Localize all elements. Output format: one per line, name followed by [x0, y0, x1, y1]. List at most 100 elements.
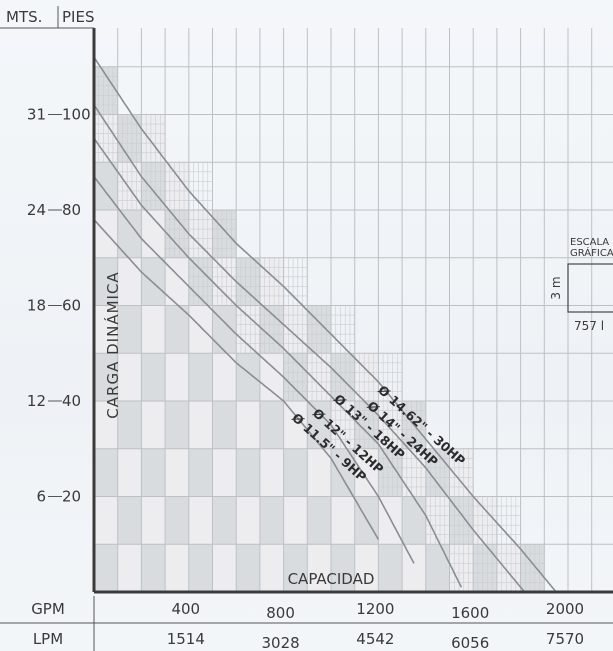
- shaded-cell: [259, 257, 284, 306]
- shaded-cell: [117, 257, 142, 306]
- shaded-cell: [188, 210, 213, 258]
- shaded-cell: [259, 496, 284, 545]
- scale-width-label: 757 l: [574, 319, 604, 333]
- axes: MTS. PIES 6 20 12 40 18 60 24 80 31 100 CARGA DINÁMI…: [6, 8, 584, 651]
- shaded-cell: [331, 353, 355, 401]
- shaded-cell: [236, 305, 260, 354]
- shaded-cell: [165, 210, 189, 258]
- shaded-cell: [496, 544, 521, 592]
- x-unit-label: LPM: [33, 630, 63, 648]
- shaded-cell: [259, 448, 284, 497]
- pump-curve: [94, 104, 526, 592]
- y-tick-meters: 31: [27, 106, 46, 124]
- shaded-cell: [212, 448, 237, 497]
- shaded-cell: [283, 305, 308, 354]
- y-tick-meters: 24: [27, 201, 46, 219]
- shaded-cell: [188, 305, 213, 354]
- y-tick-feet: 100: [62, 106, 91, 124]
- x-tick-label: 800: [266, 604, 295, 622]
- shaded-cell: [283, 401, 308, 449]
- shaded-cell: [141, 448, 166, 497]
- x-axis-title: CAPACIDAD: [288, 570, 375, 588]
- shaded-cell: [212, 496, 237, 545]
- shaded-cell: [236, 496, 260, 545]
- shaded-cell: [212, 210, 237, 258]
- shaded-cell: [117, 162, 142, 210]
- shaded-cell: [259, 544, 284, 592]
- shaded-cell: [94, 496, 118, 545]
- chart-frame: [0, 6, 613, 651]
- x-tick-label: 400: [171, 600, 200, 618]
- shaded-cell: [449, 544, 474, 592]
- shaded-cell: [117, 210, 142, 258]
- x-unit-label: GPM: [31, 600, 65, 618]
- shaded-cell: [117, 305, 142, 354]
- shaded-cell: [236, 401, 260, 449]
- shaded-cell: [520, 544, 545, 592]
- scale-box-title: ESCALA: [570, 237, 609, 248]
- shaded-cell: [94, 353, 118, 401]
- shaded-cell: [141, 162, 166, 210]
- shaded-cell: [188, 544, 213, 592]
- shaded-cell: [283, 544, 308, 592]
- shaded-cell: [307, 544, 331, 592]
- shaded-cell: [212, 257, 237, 306]
- shaded-cell: [236, 448, 260, 497]
- shaded-cell: [283, 448, 308, 497]
- shaded-cell: [307, 496, 331, 545]
- shaded-cell: [378, 401, 403, 449]
- x-tick-label: 7570: [546, 630, 584, 648]
- shaded-cell: [188, 496, 213, 545]
- shaded-cell: [141, 257, 166, 306]
- y-tick-meters: 12: [27, 392, 46, 410]
- shaded-cell: [141, 114, 166, 163]
- y-axis-title: CARGA DINÁMICA: [103, 271, 122, 418]
- pump-curve: [94, 219, 380, 540]
- shaded-cell: [94, 448, 118, 497]
- scale-height-label: 3 m: [549, 276, 563, 299]
- shaded-cell: [117, 353, 142, 401]
- shaded-cell: [473, 544, 497, 592]
- shaded-cell: [331, 448, 355, 497]
- shaded-cell: [283, 353, 308, 401]
- y-tick-feet: 60: [62, 297, 81, 315]
- y-tick-feet: 80: [62, 201, 81, 219]
- shaded-cell: [165, 305, 189, 354]
- shaded-cell: [402, 496, 426, 545]
- shaded-cell: [354, 401, 379, 449]
- shaded-cell: [259, 305, 284, 354]
- shaded-cell: [94, 305, 118, 354]
- shaded-cell: [188, 401, 213, 449]
- unit-feet: PIES: [62, 8, 94, 26]
- shaded-cell: [236, 257, 260, 306]
- y-tick-feet: 20: [62, 488, 81, 506]
- shaded-cell: [331, 401, 355, 449]
- shaded-cell: [449, 496, 474, 545]
- shaded-cell: [259, 353, 284, 401]
- y-tick-feet: 40: [62, 392, 81, 410]
- shaded-cell: [331, 496, 355, 545]
- y-tick-meters: 18: [27, 297, 46, 315]
- shaded-cell: [141, 496, 166, 545]
- x-tick-label: 1514: [167, 630, 205, 648]
- y-tick-meters: 6: [36, 488, 46, 506]
- pump-curve: [94, 176, 415, 564]
- shaded-cell: [307, 448, 331, 497]
- shaded-cell: [354, 448, 379, 497]
- shaded-cell: [165, 353, 189, 401]
- shaded-cell: [117, 401, 142, 449]
- shaded-cell: [141, 401, 166, 449]
- shaded-cell: [94, 257, 118, 306]
- shaded-cell: [307, 353, 331, 401]
- shaded-cell: [141, 305, 166, 354]
- shaded-cell: [473, 496, 497, 545]
- shaded-cell: [165, 544, 189, 592]
- shaded-cell: [94, 114, 118, 163]
- shaded-cell: [449, 448, 474, 497]
- shaded-cell: [259, 401, 284, 449]
- shaded-cell: [425, 496, 450, 545]
- shaded-cell: [165, 496, 189, 545]
- shaded-cell: [165, 257, 189, 306]
- shaded-cell: [236, 544, 260, 592]
